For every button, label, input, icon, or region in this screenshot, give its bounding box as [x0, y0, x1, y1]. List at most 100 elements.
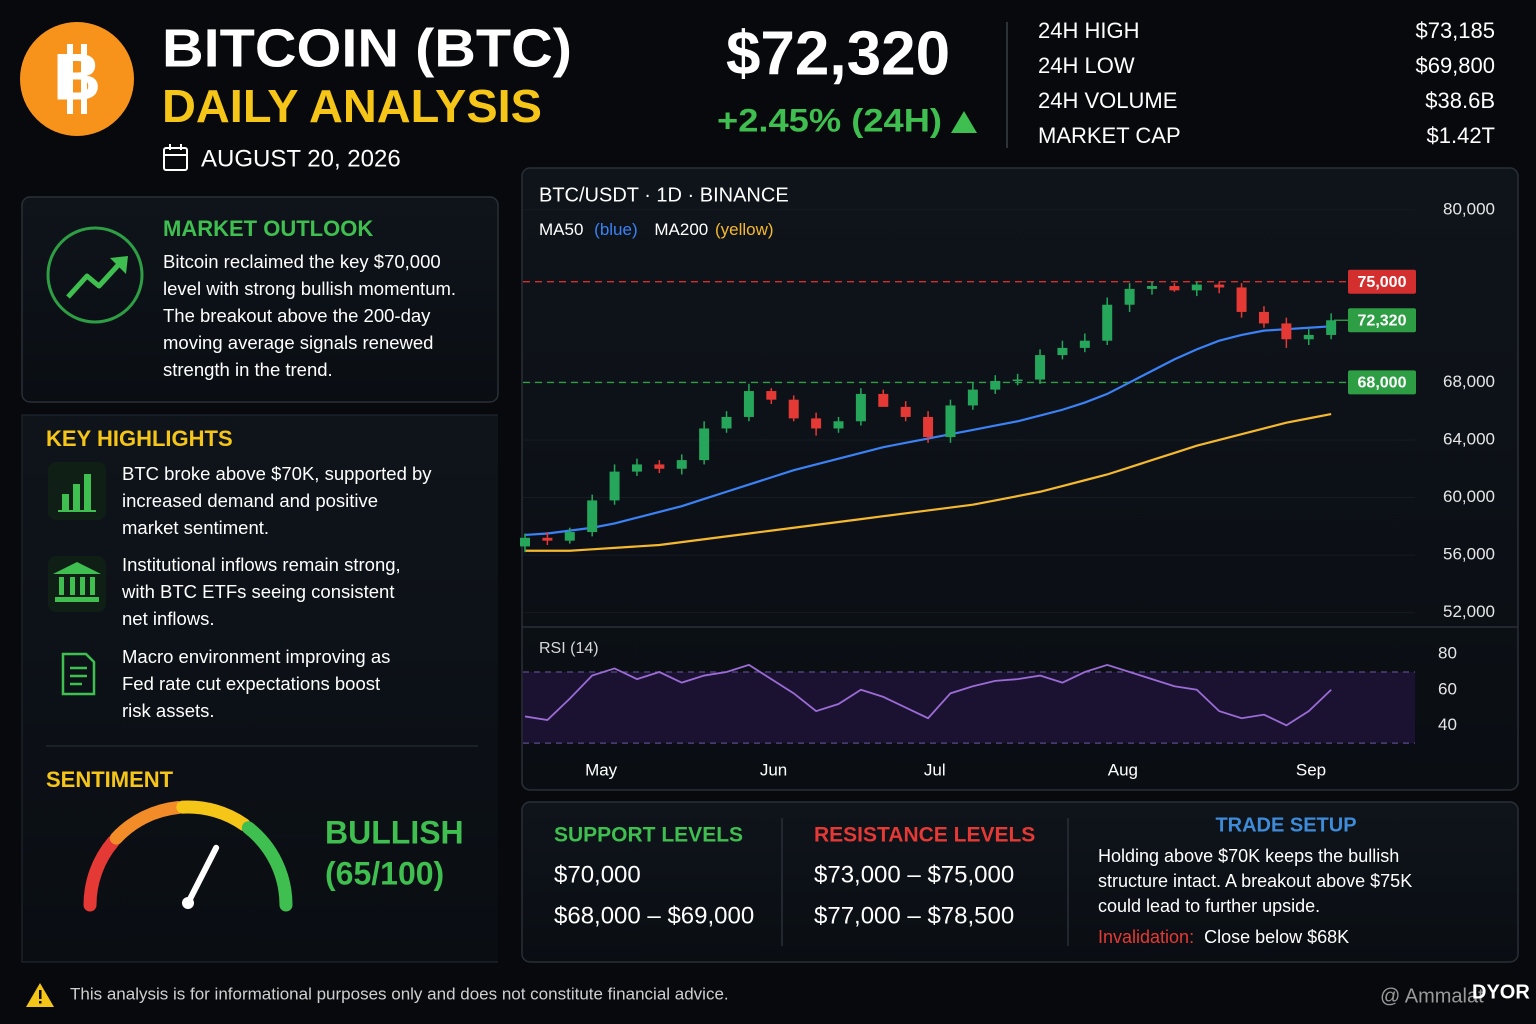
highlights-title: KEY HIGHLIGHTS [46, 426, 233, 451]
invalidation-text: Close below $68K [1204, 927, 1349, 947]
resistance-level: $73,000 – $75,000 [814, 861, 1014, 888]
outlook-panel [21, 196, 499, 403]
level-tag-label: 72,320 [1358, 312, 1407, 329]
candle-body [654, 464, 665, 469]
candle-body [1124, 288, 1135, 305]
x-tick-label: Jul [924, 760, 946, 779]
candle-body [811, 418, 822, 429]
warning-mark [39, 990, 42, 999]
gauge-segment [241, 821, 293, 912]
highlight-line: net inflows. [122, 608, 215, 629]
x-tick-label: Sep [1296, 760, 1326, 779]
warning-mark [39, 1001, 42, 1004]
stats: 24H HIGH $73,185 24H LOW $69,800 24H VOLUME $… [1038, 18, 1495, 148]
candle-body [1035, 355, 1046, 380]
rsi-tick-label: 40 [1438, 715, 1457, 734]
rsi-tick-label: 60 [1438, 679, 1457, 698]
gauge-needle [185, 844, 220, 906]
y-tick-label: 64,000 [1443, 429, 1495, 448]
rsi-line [524, 663, 1332, 727]
outlook-line: The breakout above the 200-day [163, 305, 431, 326]
legend-entry: MA200 [654, 220, 708, 239]
candle-body [1191, 284, 1202, 291]
support-level: $68,000 – $69,000 [554, 902, 754, 929]
highlight-line: increased demand and positive [122, 490, 378, 511]
icon-bars [48, 462, 106, 520]
disclaimer: This analysis is for informational purpo… [70, 984, 729, 1003]
candle-body [1102, 304, 1113, 341]
level-tag-label: 75,000 [1358, 274, 1407, 291]
candle-body [967, 389, 978, 406]
rsi-title: RSI (14) [539, 640, 599, 657]
legend-entry: MA50 [539, 220, 583, 239]
candle-body [1057, 347, 1068, 356]
tag: DYOR [1472, 981, 1530, 1003]
level-tag [1348, 269, 1416, 294]
rsi-band [523, 672, 1415, 744]
bitcoin-logo [20, 22, 134, 136]
trade-line: could lead to further upside. [1098, 896, 1320, 916]
candle-body [878, 393, 889, 407]
gauge-segment [83, 835, 120, 912]
outlook-text: Bitcoin reclaimed the key $70,000 level w… [163, 251, 456, 380]
stat-label: MARKET CAP [1038, 123, 1181, 148]
stat-label: 24H LOW [1038, 53, 1135, 78]
legend-note: (blue) [594, 220, 637, 239]
candle-body [564, 532, 575, 541]
trade-line: Holding above $70K keeps the bullish [1098, 846, 1399, 866]
candle-body [1079, 340, 1090, 348]
chart-legend: MA50 (blue) MA200 (yellow) [539, 220, 774, 239]
candle-body [945, 405, 956, 438]
stat-value: $38.6B [1425, 88, 1495, 113]
outlook-line: Bitcoin reclaimed the key $70,000 [163, 251, 441, 272]
stat-label: 24H VOLUME [1038, 88, 1177, 113]
highlight-line: Institutional inflows remain strong, [122, 554, 401, 575]
candle-body [743, 391, 754, 417]
outlook-line: moving average signals renewed [163, 332, 433, 353]
sentiment-label: BULLISH [325, 814, 464, 850]
candle-body [833, 421, 844, 429]
trade-line: structure intact. A breakout above $75K [1098, 871, 1412, 891]
watermark: @ Ammalat [1380, 985, 1484, 1007]
candle-body [1012, 379, 1023, 382]
chart-panel [521, 167, 1519, 791]
price-chart: 52,000 56,000 60,000 64,000 68,000 80,000 May J… [520, 199, 1495, 779]
highlight-line: BTC broke above $70K, supported by [122, 463, 432, 484]
highlight-line: Fed rate cut expectations boost [122, 673, 380, 694]
outlook-title: MARKET OUTLOOK [163, 216, 373, 241]
highlights: BTC broke above $70K, supported by increa… [121, 463, 432, 721]
legend-note: (yellow) [715, 220, 774, 239]
candle-body [990, 380, 1001, 390]
support-title: SUPPORT LEVELS [554, 824, 743, 847]
candle-body [699, 428, 710, 461]
candle-body [676, 460, 687, 469]
highlight-line: Macro environment improving as [122, 646, 390, 667]
candle-body [1326, 320, 1337, 335]
rsi-tick-label: 80 [1438, 644, 1457, 663]
level-tag-label: 68,000 [1358, 375, 1407, 392]
candle-body [1147, 286, 1158, 289]
candle-body [1281, 323, 1292, 340]
stat-value: $73,185 [1415, 18, 1495, 43]
title: BITCOIN (BTC) [162, 18, 572, 78]
sentiment-title: SENTIMENT [46, 767, 174, 792]
outlook-icon [46, 226, 144, 324]
candle-body [900, 406, 911, 417]
y-tick-label: 56,000 [1443, 545, 1495, 564]
candle-body [923, 416, 934, 438]
x-tick-label: Aug [1108, 760, 1138, 779]
resistance-level: $77,000 – $78,500 [814, 902, 1014, 929]
level-tag [1348, 370, 1416, 395]
y-tick-label: 80,000 [1443, 199, 1495, 218]
invalidation-label: Invalidation: [1098, 927, 1194, 947]
subtitle: DAILY ANALYSIS [162, 80, 542, 132]
gauge-hub [182, 897, 194, 909]
icon-document [61, 652, 96, 696]
candle-body [631, 464, 642, 472]
price-change: +2.45% (24H) [717, 102, 942, 138]
logo-letter: B [53, 39, 101, 113]
sentiment-score: (65/100) [325, 855, 444, 891]
resistance-title: RESISTANCE LEVELS [814, 824, 1035, 847]
